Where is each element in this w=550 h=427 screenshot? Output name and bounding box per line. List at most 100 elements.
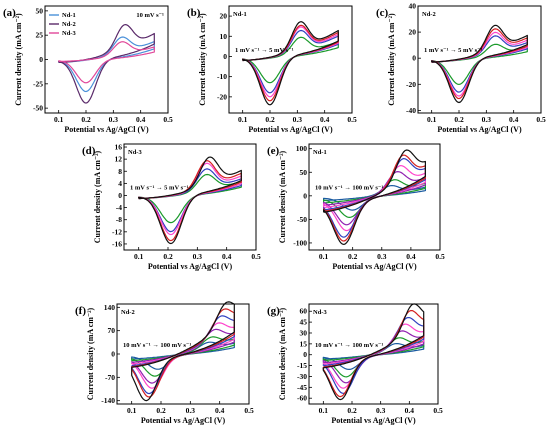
y-tick-label: 16 bbox=[115, 143, 123, 152]
y-axis-label: Current density (mA cm⁻²) bbox=[93, 150, 102, 243]
cv-curve-40mV bbox=[323, 171, 426, 226]
y-tick-label: 30 bbox=[300, 328, 308, 337]
y-tick-label: -20 bbox=[406, 80, 416, 89]
panel-a: 0.1 0.2 0.3 0.4 0.5 -50 -25 0 25 50 Potential vs A… bbox=[3, 5, 173, 134]
cv-curve-100mV bbox=[322, 303, 425, 401]
x-tick-label: 0.1 bbox=[319, 252, 329, 261]
y-tick-label: 50 bbox=[36, 6, 44, 15]
x-tick-label: 0.5 bbox=[163, 115, 173, 124]
plot-frame bbox=[308, 303, 439, 405]
y-tick-label: 0 bbox=[111, 350, 115, 359]
x-tick-label: 0.2 bbox=[81, 115, 91, 124]
scan-rate-annotation: 1 mV s⁻¹ → 5 mV s⁻¹ bbox=[424, 47, 483, 54]
plot-frame bbox=[308, 143, 441, 251]
panel-label: (b) bbox=[187, 7, 201, 19]
x-tick-label: 0.4 bbox=[215, 406, 225, 415]
cv-curve-100mV bbox=[131, 301, 235, 402]
y-axis-label: Current density (mA cm⁻²) bbox=[387, 13, 396, 106]
y-tick-label: 40 bbox=[409, 2, 417, 11]
y-axis-label: Current density (mA cm⁻²) bbox=[278, 150, 287, 243]
y-tick-label: -12 bbox=[112, 227, 122, 236]
panel-title: Nd-1 bbox=[313, 149, 327, 156]
cv-curve-20mV bbox=[323, 179, 426, 218]
panel-label: (e) bbox=[267, 145, 280, 157]
x-tick-label: 0.3 bbox=[376, 406, 386, 415]
y-tick-label: -10 bbox=[217, 72, 227, 81]
panel-e: 0.1 0.2 0.3 0.4 0.5 -100 -50 0 50 100 Potential vs… bbox=[267, 143, 445, 271]
panel-label: (d) bbox=[82, 145, 96, 157]
x-tick-label: 0.3 bbox=[293, 115, 303, 124]
x-tick-label: 0.4 bbox=[320, 115, 330, 124]
cv-curve-5mV bbox=[138, 156, 242, 245]
y-tick-label: 70 bbox=[108, 326, 116, 335]
y-tick-label: -30 bbox=[297, 372, 307, 381]
scan-rate-annotation: 10 mV s⁻¹ → 100 mV s⁻¹ bbox=[123, 342, 191, 349]
panel-b: 0.1 0.2 0.3 0.4 0.5 -20 -10 0 10 20 Potential vs A… bbox=[187, 5, 357, 134]
x-tick-label: 0.5 bbox=[251, 252, 261, 261]
legend-entry: Nd-1 bbox=[62, 12, 76, 19]
y-tick-label: 12 bbox=[115, 155, 123, 164]
y-tick-label: 0 bbox=[118, 191, 122, 200]
y-tick-label: -60 bbox=[297, 394, 307, 403]
y-tick-label: 100 bbox=[296, 144, 308, 153]
scan-rate-annotation: 1 mV s⁻¹ → 5 mV s⁻¹ bbox=[235, 47, 294, 54]
cv-curve-10mV bbox=[58, 24, 155, 104]
x-tick-label: 0.5 bbox=[435, 252, 445, 261]
y-tick-label: 20 bbox=[409, 28, 417, 37]
x-tick-label: 0.1 bbox=[127, 406, 137, 415]
y-tick-label: 0 bbox=[223, 52, 227, 61]
panel-title: Nd-3 bbox=[313, 309, 327, 316]
y-tick-label: 140 bbox=[104, 303, 116, 312]
scan-rate-annotation: 1 mV s⁻¹ → 5 mV s⁻¹ bbox=[130, 185, 189, 192]
x-tick-label: 0.4 bbox=[136, 115, 146, 124]
cv-curve-4mV bbox=[242, 24, 339, 102]
y-tick-label: -8 bbox=[116, 215, 122, 224]
y-tick-label: 25 bbox=[36, 31, 44, 40]
y-tick-label: -25 bbox=[33, 79, 43, 88]
x-tick-label: 0.1 bbox=[54, 115, 64, 124]
scan-rate-annotation: 10 mV s⁻¹ → 100 mV s⁻¹ bbox=[315, 342, 383, 349]
scan-rate-annotation: 10 mV s⁻¹ bbox=[136, 12, 164, 19]
x-tick-label: 0.2 bbox=[347, 406, 357, 415]
x-tick-label: 0.1 bbox=[134, 252, 144, 261]
y-axis-label: Current density (mA cm⁻²) bbox=[14, 13, 23, 106]
y-tick-label: -16 bbox=[112, 239, 122, 248]
x-tick-label: 0.1 bbox=[238, 115, 248, 124]
panel-label: (f) bbox=[75, 305, 86, 317]
panel-label: (a) bbox=[3, 7, 16, 19]
x-axis-label: Potential vs Ag/AgCl (V) bbox=[148, 262, 233, 271]
cv-curve-40mV bbox=[131, 328, 235, 384]
y-tick-label: -4 bbox=[116, 203, 122, 212]
y-tick-label: -50 bbox=[297, 215, 307, 224]
y-tick-label: -40 bbox=[406, 106, 416, 115]
y-tick-label: -70 bbox=[105, 373, 115, 382]
x-axis-label: Potential vs Ag/AgCl (V) bbox=[248, 125, 333, 134]
y-tick-label: 15 bbox=[300, 339, 308, 348]
x-tick-label: 0.2 bbox=[156, 406, 166, 415]
x-axis-label: Potential vs Ag/AgCl (V) bbox=[64, 125, 149, 134]
x-tick-label: 0.5 bbox=[433, 406, 443, 415]
y-tick-label: -45 bbox=[297, 383, 307, 392]
x-axis-label: Potential vs Ag/AgCl (V) bbox=[331, 416, 416, 425]
y-tick-label: 50 bbox=[300, 168, 308, 177]
x-tick-label: 0.2 bbox=[163, 252, 173, 261]
x-tick-label: 0.3 bbox=[109, 115, 119, 124]
scan-rate-annotation: 10 mV s⁻¹ → 100 mV s⁻¹ bbox=[315, 185, 383, 192]
panel-title: Nd-2 bbox=[121, 309, 135, 316]
x-tick-label: 0.5 bbox=[244, 406, 254, 415]
y-tick-label: -100 bbox=[293, 238, 307, 247]
y-axis-label: Current density (mA cm⁻²) bbox=[278, 307, 287, 400]
x-tick-label: 0.4 bbox=[222, 252, 232, 261]
y-tick-label: 0 bbox=[303, 191, 307, 200]
x-tick-label: 0.3 bbox=[193, 252, 203, 261]
y-tick-label: 8 bbox=[118, 167, 122, 176]
panel-f: 0.1 0.2 0.3 0.4 0.5 -140 -70 0 70 140 Potential vs… bbox=[75, 301, 254, 425]
legend-entry: Nd-3 bbox=[62, 30, 76, 37]
panel-title: Nd-3 bbox=[128, 149, 142, 156]
y-tick-label: -20 bbox=[217, 92, 227, 101]
y-tick-label: 20 bbox=[220, 12, 228, 21]
cv-curve-1mV bbox=[242, 36, 339, 84]
x-tick-label: 0.1 bbox=[427, 115, 437, 124]
x-tick-label: 0.3 bbox=[377, 252, 387, 261]
x-tick-label: 0.1 bbox=[319, 406, 329, 415]
